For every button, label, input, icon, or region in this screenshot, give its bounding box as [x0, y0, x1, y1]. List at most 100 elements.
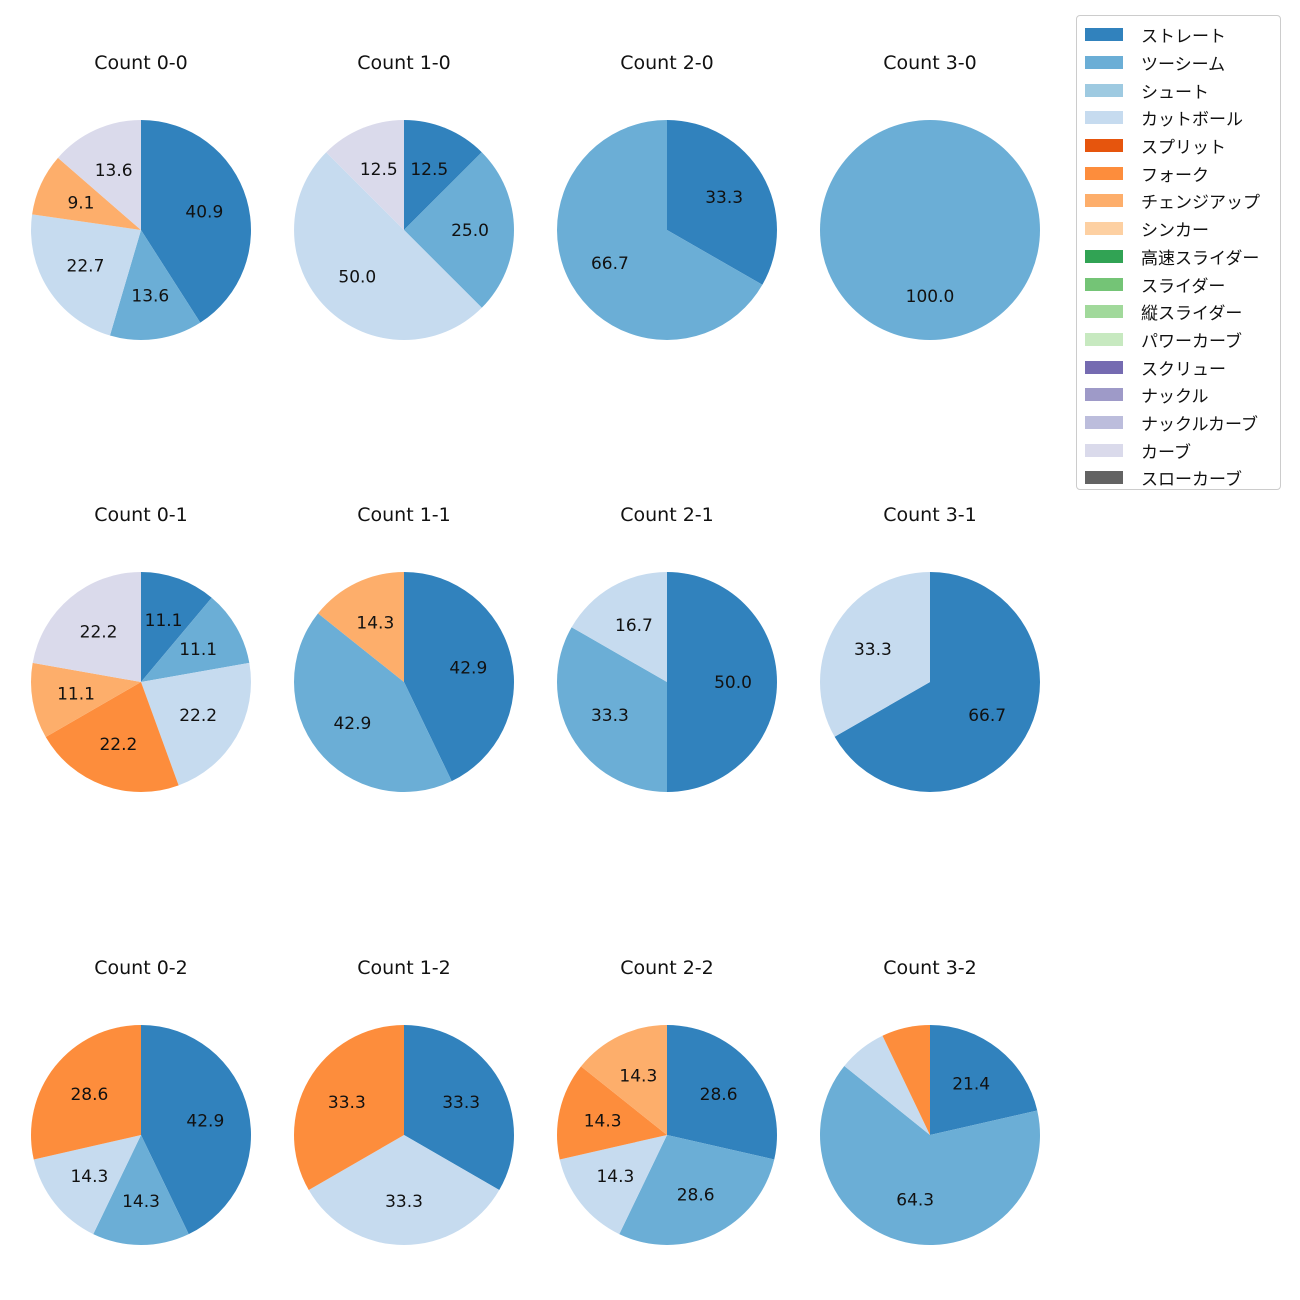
slice-label: 28.6: [70, 1085, 108, 1105]
legend-swatch: [1085, 443, 1123, 457]
pie-slice: [30, 662, 141, 737]
slice-label: 13.6: [95, 161, 133, 181]
pie-slice: [45, 682, 179, 792]
legend-item-changeup: チェンジアップ: [1085, 187, 1280, 215]
legend-item-power-curve: パワーカーブ: [1085, 326, 1280, 354]
pie-chart: Count 2-1 50.0 33.3 16.7: [556, 504, 777, 792]
legend: ストレート ツーシーム シュート カットボール スプリット フォーク チェンジア…: [1076, 15, 1281, 490]
slice-label: 64.3: [896, 1190, 934, 1210]
pie-chart: Count 3-2 21.4 64.3: [819, 957, 1040, 1245]
legend-label: チェンジアップ: [1141, 193, 1260, 214]
pie-slice: [141, 1025, 251, 1235]
legend-label: 高速スライダー: [1141, 248, 1260, 269]
slice-label: 33.3: [442, 1093, 480, 1113]
pie-slice: [308, 1135, 500, 1245]
legend-label: カーブ: [1141, 442, 1191, 463]
pie-slice: [30, 214, 141, 336]
legend-item-cutter: カットボール: [1085, 104, 1280, 132]
slice-label: 50.0: [338, 268, 376, 288]
legend-item-slider: スライダー: [1085, 270, 1280, 298]
pie-slice: [30, 1025, 142, 1160]
legend-item-sinker: シンカー: [1085, 215, 1280, 243]
slice-label: 11.1: [179, 640, 217, 660]
legend-item-fast-slider: 高速スライダー: [1085, 243, 1280, 271]
slice-label: 25.0: [451, 221, 489, 241]
pie-chart: Count 3-1 66.7 33.3: [820, 504, 1040, 792]
pie-chart: Count 2-0 33.3 66.7: [556, 52, 777, 340]
legend-swatch: [1085, 360, 1123, 374]
slice-label: 33.3: [385, 1192, 423, 1212]
pie-slice: [619, 1135, 775, 1245]
pie-slice: [559, 1135, 667, 1235]
slice-label: 28.6: [700, 1085, 738, 1105]
pie-chart: Count 0-2 42.9 14.3 14.3 28.6: [30, 957, 251, 1245]
pie-title: Count 1-2: [357, 957, 451, 979]
pie-slice: [32, 157, 141, 230]
slice-label: 40.9: [185, 202, 223, 222]
legend-label: 縦スライダー: [1141, 304, 1243, 325]
slice-label: 22.2: [99, 735, 137, 755]
legend-item-shoot: シュート: [1085, 76, 1280, 104]
pie-slice: [294, 1025, 404, 1190]
legend-item-split: スプリット: [1085, 132, 1280, 160]
slice-label: 16.7: [615, 616, 653, 636]
slice-label: 33.3: [854, 640, 892, 660]
legend-swatch: [1085, 222, 1123, 236]
legend-label: ナックル: [1141, 387, 1209, 408]
legend-swatch: [1085, 56, 1123, 70]
pie-slice: [93, 1135, 189, 1245]
legend-item-vertical-slider: 縦スライダー: [1085, 298, 1280, 326]
legend-swatch: [1085, 332, 1123, 346]
pie-slice: [32, 572, 142, 682]
slice-label: 13.6: [131, 286, 169, 306]
pie-slice: [667, 572, 777, 792]
legend-swatch: [1085, 83, 1123, 97]
legend-label: フォーク: [1141, 165, 1209, 186]
legend-label: パワーカーブ: [1141, 331, 1242, 352]
pie-title: Count 2-2: [620, 957, 714, 979]
legend-label: スライダー: [1141, 276, 1226, 297]
slice-label: 22.7: [67, 257, 105, 277]
slice-label: 14.3: [596, 1167, 634, 1187]
legend-swatch: [1085, 471, 1123, 485]
slice-label: 14.3: [619, 1067, 657, 1087]
slice-label: 50.0: [714, 673, 752, 693]
pie-chart: Count 1-0 12.5 25.0 50.0 12.5: [294, 52, 514, 340]
pie-slice: [317, 572, 404, 682]
pie-slice: [819, 1066, 1040, 1245]
slice-label: 14.3: [584, 1111, 622, 1131]
legend-label: ツーシーム: [1141, 55, 1226, 76]
legend-label: スローカーブ: [1141, 470, 1242, 491]
pie-slice: [580, 1025, 667, 1135]
legend-swatch: [1085, 388, 1123, 402]
legend-label: シュート: [1141, 82, 1209, 103]
pie-chart: Count 0-040.913.622.79.113.6: [30, 52, 251, 340]
legend-swatch: [1085, 305, 1123, 319]
pie-slice: [404, 152, 514, 308]
pie-title: Count 0-1: [94, 504, 188, 526]
slice-label: 22.2: [179, 706, 217, 726]
pie-slice: [571, 572, 667, 682]
pie-slice: [556, 120, 763, 340]
pie-slice: [930, 1025, 1038, 1135]
pie-slice: [141, 120, 251, 323]
slice-label: 21.4: [952, 1074, 990, 1094]
pie-slice: [820, 120, 1040, 340]
slice-label: 12.5: [410, 160, 448, 180]
pie-slice: [556, 627, 667, 792]
legend-swatch: [1085, 277, 1123, 291]
legend-item-curve: カーブ: [1085, 436, 1280, 464]
slice-label: 42.9: [333, 714, 371, 734]
pie-slice: [404, 120, 482, 230]
pie-chart: Count 0-1 11.1 11.1 22.2 22.2 11.1 22.2: [30, 504, 252, 792]
legend-item-screw: スクリュー: [1085, 353, 1280, 381]
slice-label: 33.3: [705, 188, 743, 208]
slice-label: 22.2: [80, 622, 118, 642]
legend-label: カットボール: [1141, 110, 1243, 131]
slice-label: 66.7: [968, 706, 1006, 726]
pie-slice: [57, 120, 142, 230]
legend-swatch: [1085, 166, 1123, 180]
slice-label: 28.6: [677, 1185, 715, 1205]
pie-slice: [667, 1025, 777, 1160]
